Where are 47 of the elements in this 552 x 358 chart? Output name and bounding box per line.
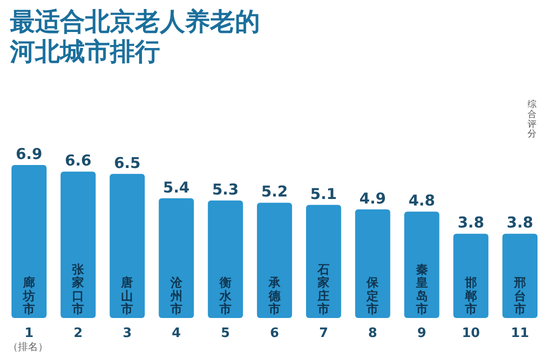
text: 8 — [368, 326, 378, 341]
bar — [158, 198, 194, 318]
x-tick-label: 衡水市 — [218, 276, 232, 316]
data-label: 5.4 — [163, 178, 190, 196]
data-label: 6.5 — [114, 154, 141, 172]
x-tick-label: 张家口市 — [71, 262, 86, 316]
bar — [453, 234, 488, 318]
data-label: 4.9 — [359, 189, 386, 208]
data-label: 4.8 — [408, 192, 436, 210]
bar — [110, 174, 145, 318]
bar — [355, 209, 390, 318]
x-tick-label: 承德市 — [268, 276, 282, 316]
x-tick-label: 唐山市 — [120, 276, 134, 316]
x-tick-label: 邯郸市 — [464, 276, 477, 316]
text: 4 — [172, 326, 181, 341]
bar — [404, 212, 440, 318]
data-label: 3.8 — [458, 214, 484, 232]
text: 3 — [122, 326, 132, 341]
x-tick-label: 秦皇岛市 — [414, 262, 429, 316]
bar — [306, 204, 342, 318]
data-label: 5.3 — [212, 180, 239, 198]
text: 10 — [462, 326, 480, 341]
x-tick-label: 廊坊市 — [22, 276, 36, 316]
x-tick-label: 沧州市 — [169, 276, 184, 316]
data-label: 3.8 — [506, 214, 534, 232]
data-label: 5.1 — [310, 184, 337, 203]
text: 6 — [270, 326, 280, 341]
text: 5 — [220, 326, 230, 341]
x-tick-label: 保定市 — [366, 276, 380, 316]
text: 综合评分 — [527, 99, 536, 140]
bar — [502, 234, 538, 318]
text: 9 — [417, 326, 426, 341]
x-tick-label: 石家庄市 — [316, 262, 330, 316]
chart-title: 最适合北京老人养老的河北城市排行 — [9, 7, 260, 66]
data-label: 5.2 — [261, 182, 288, 201]
data-label: 6.6 — [64, 152, 92, 170]
text: 11 — [510, 326, 529, 341]
text: （排名） — [8, 341, 48, 353]
data-label: 6.9 — [16, 145, 42, 163]
bar — [60, 172, 96, 318]
bar — [12, 165, 47, 318]
text: 7 — [319, 326, 328, 341]
bar — [256, 202, 292, 318]
x-tick-label: 邢台市 — [512, 276, 526, 316]
text: 2 — [74, 326, 83, 341]
text: 1 — [24, 326, 34, 341]
bar — [208, 200, 243, 318]
